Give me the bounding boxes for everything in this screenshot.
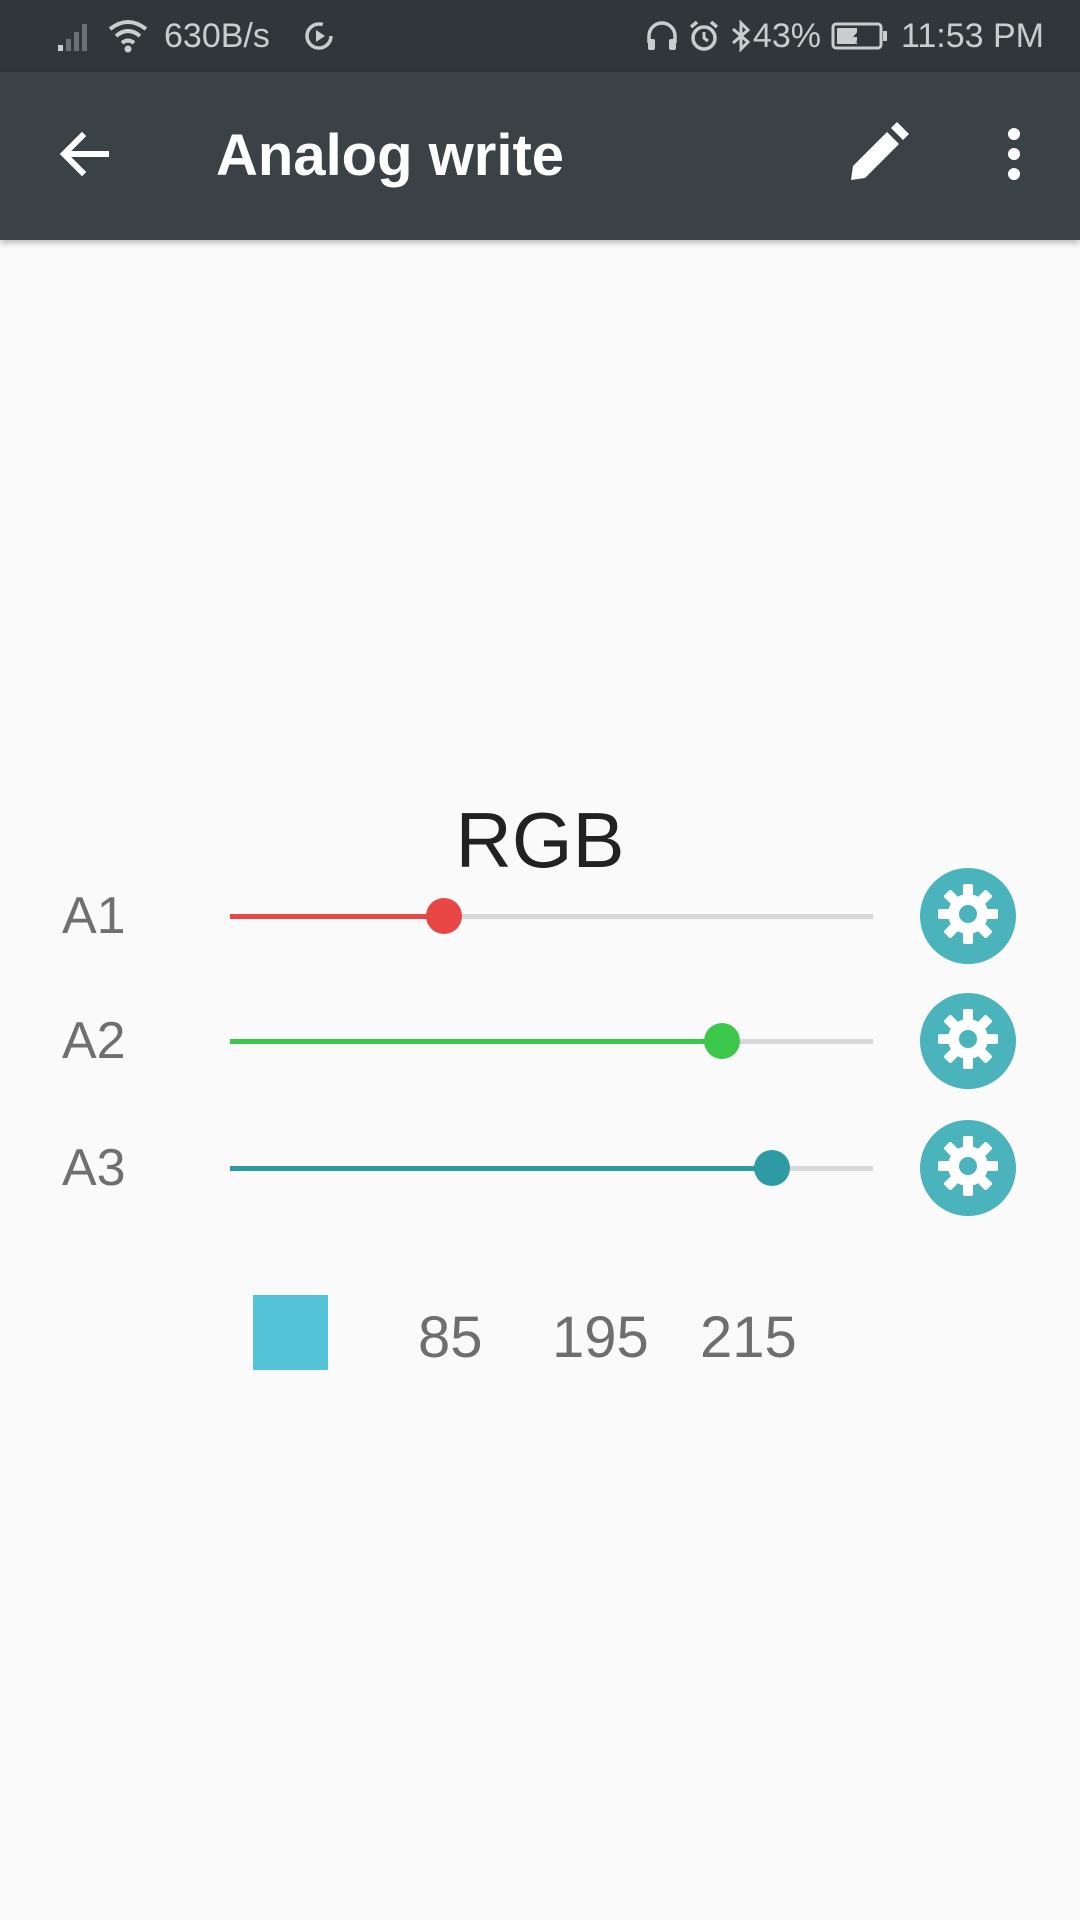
channel-row: A3	[0, 1118, 1080, 1218]
gear-icon	[936, 1007, 1000, 1076]
status-bar: 630B/s	[0, 0, 1080, 72]
alarm-icon	[687, 19, 721, 53]
slider-thumb[interactable]	[426, 898, 463, 934]
value-a2: 195	[552, 1305, 649, 1370]
slider-thumb[interactable]	[703, 1023, 740, 1059]
back-arrow-icon	[56, 126, 112, 187]
more-options-button[interactable]	[972, 114, 1056, 198]
gear-icon	[936, 1134, 1000, 1203]
channel-settings-button[interactable]	[920, 1120, 1016, 1216]
bluetooth-icon	[729, 19, 753, 53]
page-title: Analog write	[216, 123, 565, 188]
headphones-icon	[645, 19, 679, 53]
color-swatch	[253, 1295, 328, 1370]
channel-slider[interactable]	[230, 991, 873, 1091]
channel-label: A1	[62, 887, 126, 945]
channel-slider[interactable]	[230, 1118, 873, 1218]
value-a1: 85	[418, 1305, 483, 1370]
status-bar-right: 43% 11:53 PM	[645, 0, 1044, 72]
channel-label: A3	[62, 1139, 126, 1197]
wifi-icon	[108, 19, 148, 53]
status-bar-left: 630B/s	[56, 0, 336, 72]
slider-thumb[interactable]	[754, 1150, 791, 1186]
channel-settings-button[interactable]	[920, 993, 1016, 1089]
slider-fill	[230, 914, 445, 919]
edit-pencil-icon	[845, 121, 909, 191]
network-speed: 630B/s	[164, 16, 270, 55]
battery-charging-icon	[831, 21, 889, 51]
battery-percent: 43%	[752, 16, 821, 55]
signal-icon	[56, 19, 92, 53]
widget-title: RGB	[455, 796, 625, 884]
gear-icon	[936, 882, 1000, 951]
channel-row: A1	[0, 866, 1080, 966]
edit-button[interactable]	[835, 114, 919, 198]
back-button[interactable]	[42, 114, 126, 198]
value-a3: 215	[700, 1305, 797, 1370]
app-bar: Analog write	[0, 72, 1080, 240]
sync-icon	[302, 19, 336, 53]
slider-track[interactable]	[230, 914, 873, 919]
slider-fill	[230, 1039, 722, 1044]
channel-label: A2	[62, 1012, 126, 1070]
channel-slider[interactable]	[230, 866, 873, 966]
channel-settings-button[interactable]	[920, 868, 1016, 964]
slider-fill	[230, 1166, 773, 1171]
status-time: 11:53 PM	[900, 16, 1044, 55]
more-vert-icon	[1004, 126, 1024, 187]
channel-row: A2	[0, 991, 1080, 1091]
